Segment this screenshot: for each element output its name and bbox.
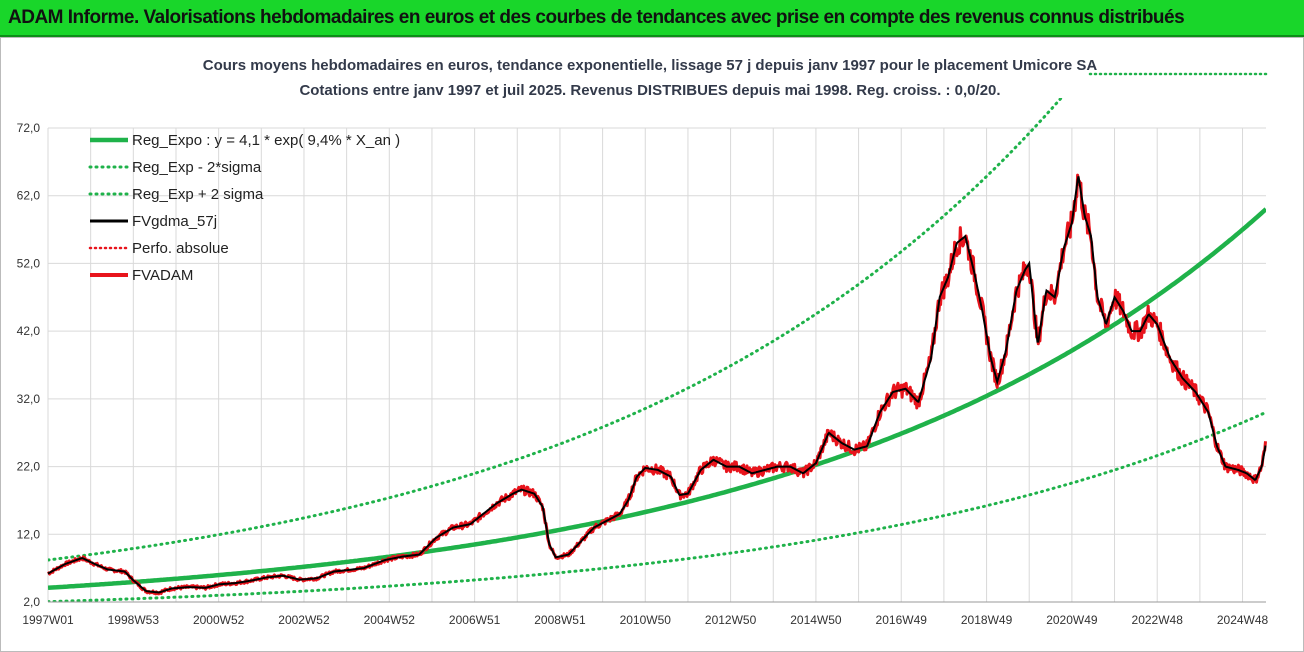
y-tick-label: 62,0 [17, 189, 41, 203]
x-tick-label: 1998W53 [108, 613, 160, 627]
y-tick-label: 52,0 [17, 256, 41, 270]
series-reg-plus-2sigma [48, 98, 1064, 562]
legend-label: Reg_Expo : y = 4,1 * exp( 9,4% * X_an ) [132, 132, 400, 149]
x-tick-label: 2020W49 [1046, 613, 1098, 627]
legend-label: Perfo. absolue [132, 240, 229, 257]
report-banner: ADAM Informe. Valorisations hebdomadaire… [0, 0, 1304, 37]
legend-label: Reg_Exp - 2*sigma [132, 159, 262, 176]
y-tick-label: 32,0 [17, 392, 41, 406]
series-reg-expo [48, 207, 1266, 591]
series-reg-minus-2sigma [48, 410, 1266, 602]
series-fvadam [47, 173, 1267, 596]
chart-subtitle: Cotations entre janv 1997 et juil 2025. … [299, 82, 1000, 99]
x-tick-label: 2006W51 [449, 613, 501, 627]
y-tick-label: 42,0 [17, 324, 41, 338]
legend-label: FVADAM [132, 267, 193, 284]
x-tick-label: 2024W48 [1217, 613, 1269, 627]
chart-title: Cours moyens hebdomadaires en euros, ten… [203, 57, 1098, 74]
legend-label: Reg_Exp + 2 sigma [132, 186, 264, 203]
x-tick-label: 2000W52 [193, 613, 245, 627]
x-tick-label: 2008W51 [534, 613, 586, 627]
x-tick-label: 1997W01 [22, 613, 74, 627]
x-tick-label: 2022W48 [1132, 613, 1184, 627]
x-tick-label: 2004W52 [364, 613, 416, 627]
y-tick-label: 72,0 [17, 121, 41, 135]
axis-layer: 2,0 12,0 22,0 32,0 42,0 52,0 62,0 72,0 1997W01 19… [17, 121, 1269, 627]
series-layer [47, 72, 1270, 602]
x-tick-label: 2012W50 [705, 613, 757, 627]
x-tick-label: 2002W52 [278, 613, 330, 627]
x-tick-label: 2018W49 [961, 613, 1013, 627]
x-tick-label: 2016W49 [876, 613, 928, 627]
y-tick-label: 22,0 [17, 460, 41, 474]
x-tick-label: 2010W50 [620, 613, 672, 627]
report-title: ADAM Informe. Valorisations hebdomadaire… [8, 7, 1185, 28]
legend: Reg_Expo : y = 4,1 * exp( 9,4% * X_an ) R… [88, 132, 400, 284]
x-tick-label: 2014W50 [790, 613, 842, 627]
series-fvgdma-57j [47, 176, 1267, 594]
legend-label: FVgdma_57j [132, 213, 217, 230]
y-tick-label: 12,0 [17, 527, 41, 541]
y-tick-label: 2,0 [23, 595, 40, 609]
